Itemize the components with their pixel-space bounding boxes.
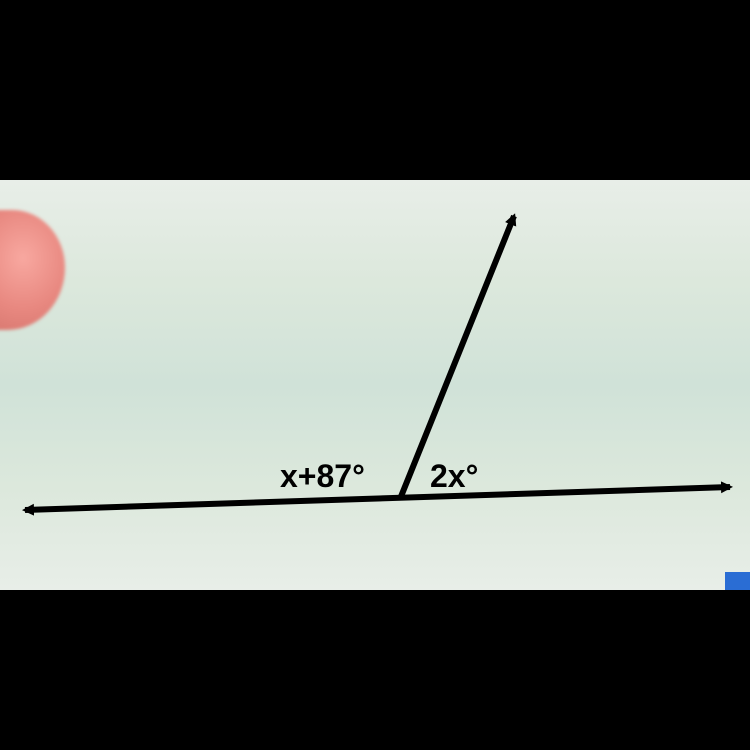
photo-region: x+87° 2x° — [0, 180, 750, 590]
left-angle-label: x+87° — [280, 458, 365, 495]
right-angle-label: 2x° — [430, 458, 478, 495]
ui-corner-accent — [725, 572, 750, 590]
angle-diagram — [0, 180, 750, 590]
diagonal-ray — [400, 216, 514, 499]
horizontal-line — [25, 487, 730, 510]
